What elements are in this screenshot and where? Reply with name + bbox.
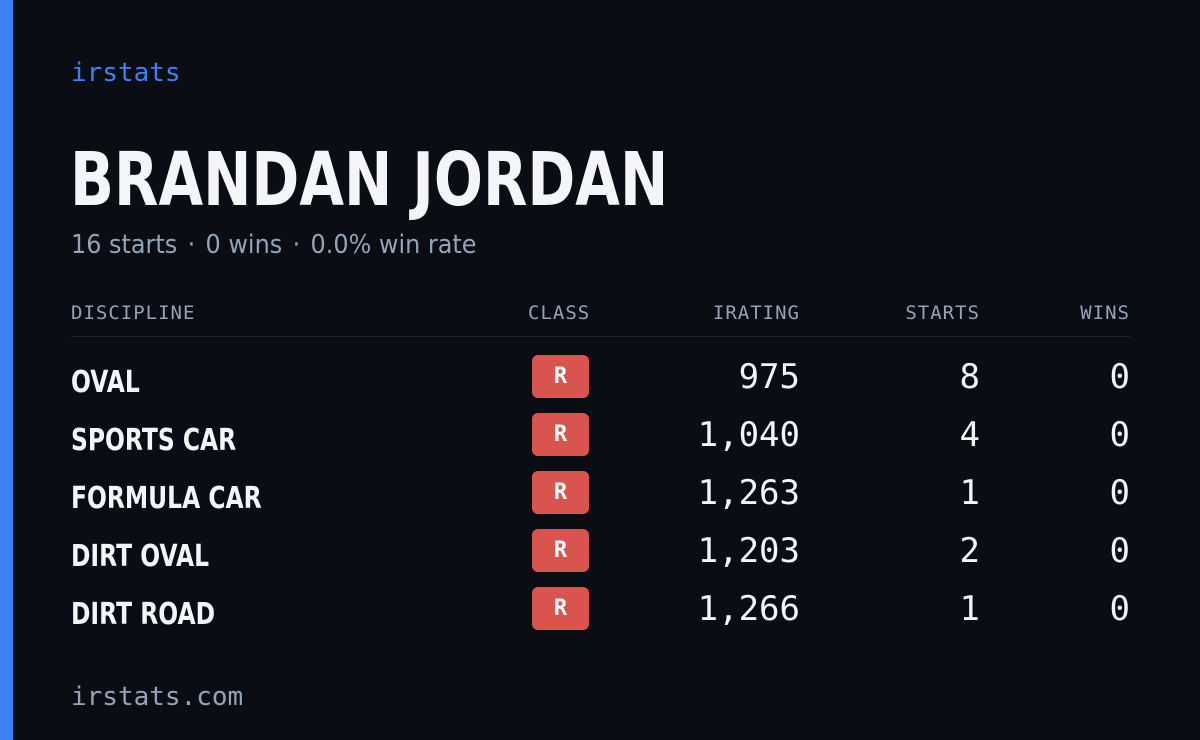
irating-value: 1,040 — [697, 415, 800, 455]
wins-value: 0 — [1109, 473, 1130, 513]
driver-summary: 16 starts · 0 wins · 0.0% win rate — [71, 228, 476, 262]
header-discipline: DISCIPLINE — [71, 302, 196, 324]
table-row: FORMULA CAR R 1,263 1 0 — [71, 469, 1130, 527]
table-row: DIRT OVAL R 1,203 2 0 — [71, 527, 1130, 585]
wins-value: 0 — [1109, 415, 1130, 455]
summary-separator: · — [292, 230, 301, 260]
irating-value: 1,203 — [697, 531, 800, 571]
discipline-stats-table: DISCIPLINE CLASS IRATING STARTS WINS OVA… — [71, 296, 1130, 643]
wins-value: 0 — [1109, 531, 1130, 571]
wins-value: 0 — [1109, 357, 1130, 397]
irating-value: 975 — [738, 357, 800, 397]
header-starts: STARTS — [905, 302, 980, 324]
summary-starts: 16 starts — [71, 230, 178, 260]
license-class-badge: R — [532, 529, 589, 572]
starts-value: 1 — [959, 473, 980, 513]
table-row: SPORTS CAR R 1,040 4 0 — [71, 411, 1130, 469]
driver-name: BRANDAN JORDAN — [70, 137, 669, 223]
discipline-name: SPORTS CAR — [71, 423, 237, 458]
license-class-badge: R — [532, 471, 589, 514]
footer-url: irstats.com — [71, 682, 244, 712]
irating-value: 1,266 — [697, 589, 800, 629]
brand-logo-text: irstats — [71, 58, 181, 88]
starts-value: 1 — [959, 589, 980, 629]
discipline-name: OVAL — [71, 365, 140, 400]
summary-separator: · — [187, 230, 196, 260]
accent-bar — [0, 0, 13, 740]
table-body: OVAL R 975 8 0 SPORTS CAR R 1,040 4 0 FO… — [71, 353, 1130, 643]
starts-value: 8 — [959, 357, 980, 397]
summary-win-rate: 0.0% win rate — [310, 230, 477, 260]
irating-value: 1,263 — [697, 473, 800, 513]
license-class-badge: R — [532, 587, 589, 630]
table-row: DIRT ROAD R 1,266 1 0 — [71, 585, 1130, 643]
table-row: OVAL R 975 8 0 — [71, 353, 1130, 411]
wins-value: 0 — [1109, 589, 1130, 629]
discipline-name: DIRT OVAL — [71, 539, 210, 574]
discipline-name: FORMULA CAR — [71, 481, 262, 516]
starts-value: 4 — [959, 415, 980, 455]
starts-value: 2 — [959, 531, 980, 571]
license-class-badge: R — [532, 413, 589, 456]
table-header: DISCIPLINE CLASS IRATING STARTS WINS — [71, 296, 1130, 337]
header-class: CLASS — [528, 302, 591, 324]
license-class-badge: R — [532, 355, 589, 398]
header-irating: IRATING — [712, 302, 800, 324]
summary-wins: 0 wins — [205, 230, 283, 260]
discipline-name: DIRT ROAD — [71, 597, 216, 632]
header-wins: WINS — [1080, 302, 1130, 324]
